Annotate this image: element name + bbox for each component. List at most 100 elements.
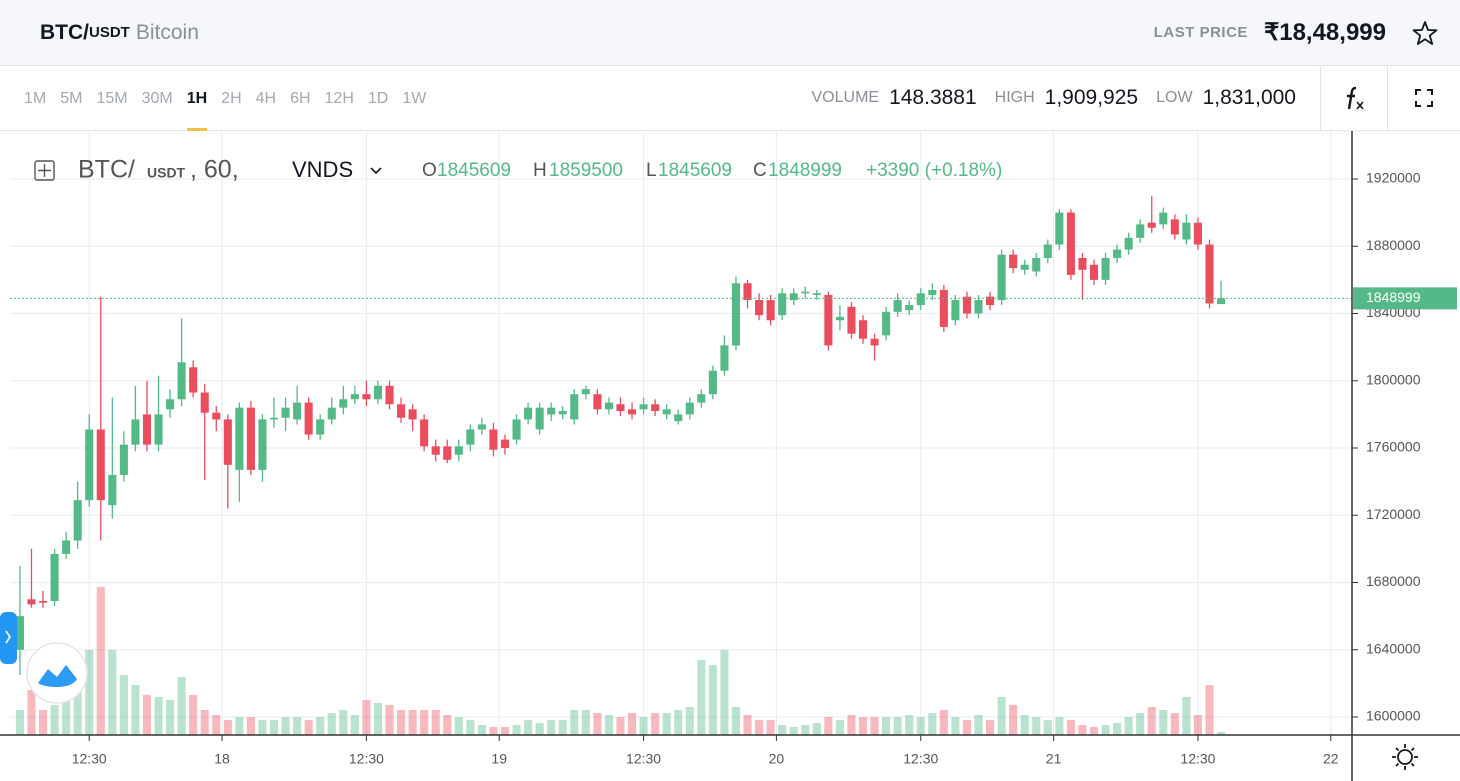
x-tick-label: 12:30 — [626, 751, 661, 767]
volume-layer — [15, 587, 1226, 735]
volume-bar — [212, 715, 221, 735]
candle-body — [928, 289, 937, 296]
volume-bar — [408, 710, 417, 735]
candle-body — [986, 296, 995, 306]
stat-label: LOW — [1156, 89, 1193, 106]
candle-body — [1101, 258, 1110, 280]
ohlc-value: 1859500 — [549, 160, 623, 181]
candle-body — [362, 394, 371, 400]
favorite-star[interactable] — [1412, 20, 1438, 46]
interval-button[interactable]: 1D — [367, 89, 389, 107]
candle-body — [166, 399, 175, 410]
volume-bar — [616, 717, 625, 735]
candle-body — [27, 599, 36, 605]
candle-body — [651, 404, 660, 412]
volume-bar — [581, 710, 590, 735]
candle-body — [1078, 258, 1087, 270]
volume-bar — [951, 717, 960, 735]
volume-bar — [1205, 685, 1214, 735]
stat-value: 1,909,925 — [1044, 86, 1139, 109]
last-price-box — [1353, 287, 1457, 310]
candle-body — [293, 402, 302, 420]
candle-body — [420, 419, 429, 447]
volume-bar — [258, 720, 267, 735]
volume-bar — [604, 715, 613, 735]
volume-bar — [1193, 715, 1202, 735]
candle-body — [281, 407, 290, 418]
candle-body — [1147, 222, 1156, 228]
last-price-label: 1848999 — [1366, 289, 1421, 305]
volume-bar — [85, 650, 94, 735]
volume-bar — [1089, 727, 1099, 735]
candle-body — [1043, 244, 1052, 259]
candle-body — [558, 411, 567, 415]
interval-button[interactable]: 1W — [402, 89, 427, 107]
x-tick-label: 22 — [1323, 751, 1339, 767]
candle-body — [350, 394, 359, 400]
interval-button[interactable]: 30M — [141, 89, 173, 107]
interval-button[interactable]: 1M — [24, 89, 47, 107]
candle-body — [812, 293, 821, 296]
volume-bar — [316, 717, 325, 735]
candle-body — [15, 616, 24, 650]
interval-button[interactable]: 15M — [96, 89, 128, 107]
y-tick-label: 1920000 — [1366, 170, 1421, 186]
volume-bar — [96, 587, 105, 735]
candle-body — [674, 414, 683, 422]
x-tick-label: 12:30 — [1180, 751, 1215, 767]
legend-source[interactable]: VNDS — [292, 157, 353, 182]
add-symbol-icon[interactable] — [34, 160, 55, 181]
candle-body — [1124, 237, 1133, 250]
volume-bar — [1043, 720, 1052, 735]
volume-bar — [812, 723, 821, 735]
candle-body — [489, 429, 498, 450]
y-tick-label: 1760000 — [1366, 439, 1421, 455]
candle-body — [939, 289, 948, 327]
volume-bar — [1055, 717, 1064, 735]
interval-button[interactable]: 4H — [255, 89, 277, 107]
volume-bar — [512, 725, 521, 735]
fullscreen-button[interactable] — [1387, 66, 1460, 130]
volume-bar — [339, 710, 348, 735]
interval-button[interactable]: 5M — [60, 89, 83, 107]
candle-body — [269, 417, 279, 420]
volume-bar — [500, 727, 510, 735]
interval-button[interactable]: 1H — [186, 66, 208, 131]
header: BTC/ USDT Bitcoin LAST PRICE ₹18,48,999 — [0, 0, 1460, 66]
settings-button[interactable] — [1392, 744, 1418, 770]
volume-bar — [293, 717, 302, 735]
candle-body — [708, 370, 717, 395]
volume-bar — [38, 710, 48, 735]
volume-bar — [50, 705, 59, 735]
y-tick-label: 1800000 — [1366, 371, 1421, 387]
candle-body — [50, 553, 59, 602]
volume-bar — [269, 720, 279, 735]
volume-bar — [916, 717, 925, 735]
interval-button[interactable]: 12H — [324, 89, 354, 107]
volume-bar — [1113, 723, 1122, 735]
volume-bar — [142, 695, 152, 735]
indicators-button[interactable] — [1320, 66, 1387, 130]
volume-bar — [454, 717, 463, 735]
volume-bar — [743, 715, 752, 735]
symbol: BTC/ — [40, 20, 89, 44]
legend-quote: USDT — [147, 165, 186, 181]
candle-body — [38, 601, 48, 603]
interval-button[interactable]: 6H — [290, 89, 311, 107]
x-tick-label: 12:30 — [349, 751, 384, 767]
volume-bar — [1020, 715, 1029, 735]
y-tick-label: 1720000 — [1366, 506, 1421, 522]
volume-bar — [962, 720, 971, 735]
chart-style-button[interactable] — [26, 642, 88, 704]
candle-body — [512, 419, 521, 440]
last-price-label: LAST PRICE — [1153, 24, 1248, 41]
stat-label: VOLUME — [811, 89, 880, 106]
candle-body — [1089, 264, 1099, 280]
candle-body — [223, 419, 232, 465]
volume-bar — [801, 725, 810, 735]
interval-button[interactable]: 2H — [221, 89, 242, 107]
volume-bar — [119, 675, 128, 735]
volume-bar — [154, 697, 163, 735]
